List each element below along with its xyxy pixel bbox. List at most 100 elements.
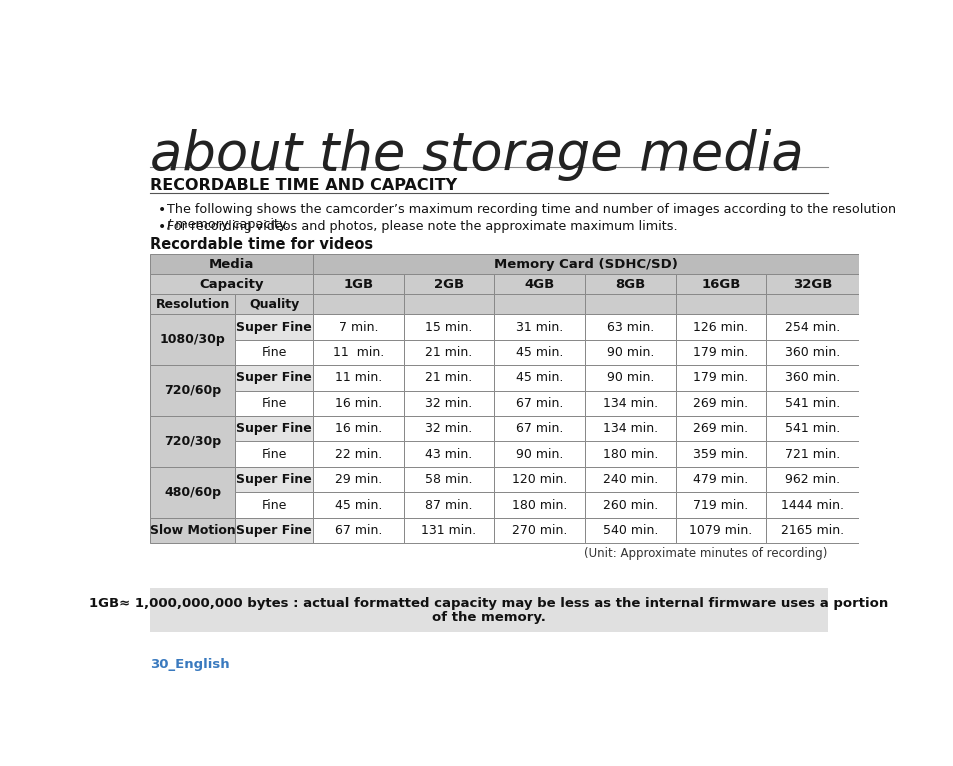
- Bar: [494, 416, 584, 441]
- Text: 134 min.: 134 min.: [602, 422, 658, 435]
- Bar: [494, 315, 584, 340]
- Bar: [494, 467, 584, 493]
- Bar: [584, 441, 675, 467]
- Bar: [584, 315, 675, 340]
- Text: 21 min.: 21 min.: [425, 346, 472, 359]
- Text: Super Fine: Super Fine: [236, 422, 312, 435]
- Bar: [313, 365, 403, 391]
- Text: 359 min.: 359 min.: [693, 447, 748, 460]
- Bar: [313, 416, 403, 441]
- Bar: [675, 467, 765, 493]
- Text: 15 min.: 15 min.: [425, 321, 472, 334]
- Text: 67 min.: 67 min.: [335, 524, 381, 537]
- Text: 541 min.: 541 min.: [784, 422, 840, 435]
- Text: 43 min.: 43 min.: [425, 447, 472, 460]
- Bar: [494, 274, 584, 294]
- Bar: [765, 274, 858, 294]
- Bar: [235, 441, 313, 467]
- Text: Super Fine: Super Fine: [236, 473, 312, 486]
- Text: 721 min.: 721 min.: [784, 447, 840, 460]
- Bar: [150, 315, 235, 365]
- Text: Slow Motion: Slow Motion: [150, 524, 235, 537]
- Text: 90 min.: 90 min.: [516, 447, 563, 460]
- Text: of the memory.: of the memory.: [432, 611, 545, 624]
- Bar: [494, 518, 584, 543]
- Text: 720/60p: 720/60p: [164, 385, 221, 398]
- Text: 269 min.: 269 min.: [693, 397, 748, 410]
- Text: 540 min.: 540 min.: [602, 524, 658, 537]
- Bar: [313, 315, 403, 340]
- Bar: [150, 294, 235, 315]
- Bar: [313, 467, 403, 493]
- Bar: [675, 416, 765, 441]
- Bar: [235, 518, 313, 543]
- Text: 45 min.: 45 min.: [516, 346, 563, 359]
- Text: 7 min.: 7 min.: [338, 321, 377, 334]
- Bar: [584, 467, 675, 493]
- Text: 131 min.: 131 min.: [421, 524, 476, 537]
- Text: Recordable time for videos: Recordable time for videos: [150, 237, 373, 252]
- Bar: [150, 518, 235, 543]
- Text: 541 min.: 541 min.: [784, 397, 840, 410]
- Bar: [313, 254, 858, 274]
- Bar: [765, 365, 858, 391]
- Bar: [494, 493, 584, 518]
- Text: 21 min.: 21 min.: [425, 372, 472, 385]
- Text: 1079 min.: 1079 min.: [689, 524, 752, 537]
- Bar: [403, 294, 494, 315]
- Text: 67 min.: 67 min.: [516, 397, 563, 410]
- Bar: [675, 518, 765, 543]
- Bar: [584, 518, 675, 543]
- Text: Memory Card (SDHC/SD): Memory Card (SDHC/SD): [494, 258, 677, 271]
- Bar: [313, 391, 403, 416]
- Text: 270 min.: 270 min.: [512, 524, 567, 537]
- Bar: [765, 518, 858, 543]
- Bar: [235, 294, 313, 315]
- Text: 63 min.: 63 min.: [606, 321, 654, 334]
- Bar: [313, 441, 403, 467]
- Text: Capacity: Capacity: [199, 278, 264, 291]
- Text: 90 min.: 90 min.: [606, 372, 654, 385]
- Bar: [235, 493, 313, 518]
- Text: 360 min.: 360 min.: [784, 346, 840, 359]
- Bar: [494, 294, 584, 315]
- Bar: [675, 294, 765, 315]
- Text: 126 min.: 126 min.: [693, 321, 748, 334]
- Text: 134 min.: 134 min.: [602, 397, 658, 410]
- Bar: [150, 588, 827, 633]
- Text: 30_English: 30_English: [150, 658, 230, 671]
- Text: 11  min.: 11 min.: [333, 346, 383, 359]
- Text: 120 min.: 120 min.: [512, 473, 567, 486]
- Text: 2165 min.: 2165 min.: [781, 524, 843, 537]
- Text: 2GB: 2GB: [434, 278, 463, 291]
- Text: 719 min.: 719 min.: [693, 499, 748, 512]
- Bar: [765, 493, 858, 518]
- Bar: [494, 391, 584, 416]
- Bar: [150, 416, 235, 467]
- Text: 269 min.: 269 min.: [693, 422, 748, 435]
- Bar: [150, 467, 235, 518]
- Text: 16 min.: 16 min.: [335, 422, 381, 435]
- Bar: [313, 518, 403, 543]
- Text: •: •: [158, 203, 166, 217]
- Text: Quality: Quality: [249, 298, 299, 311]
- Bar: [765, 294, 858, 315]
- Bar: [675, 391, 765, 416]
- Bar: [235, 315, 313, 340]
- Text: For recording videos and photos, please note the approximate maximum limits.: For recording videos and photos, please …: [167, 220, 678, 233]
- Text: 360 min.: 360 min.: [784, 372, 840, 385]
- Bar: [765, 315, 858, 340]
- Bar: [403, 467, 494, 493]
- Text: RECORDABLE TIME AND CAPACITY: RECORDABLE TIME AND CAPACITY: [150, 178, 456, 193]
- Bar: [765, 391, 858, 416]
- Text: 720/30p: 720/30p: [164, 435, 221, 448]
- Text: 32 min.: 32 min.: [425, 422, 472, 435]
- Text: 11 min.: 11 min.: [335, 372, 381, 385]
- Bar: [675, 315, 765, 340]
- Text: 180 min.: 180 min.: [602, 447, 658, 460]
- Bar: [765, 441, 858, 467]
- Text: 16GB: 16GB: [700, 278, 740, 291]
- Bar: [403, 315, 494, 340]
- Text: The following shows the camcorder’s maximum recording time and number of images : The following shows the camcorder’s maxi…: [167, 203, 896, 231]
- Text: 58 min.: 58 min.: [425, 473, 473, 486]
